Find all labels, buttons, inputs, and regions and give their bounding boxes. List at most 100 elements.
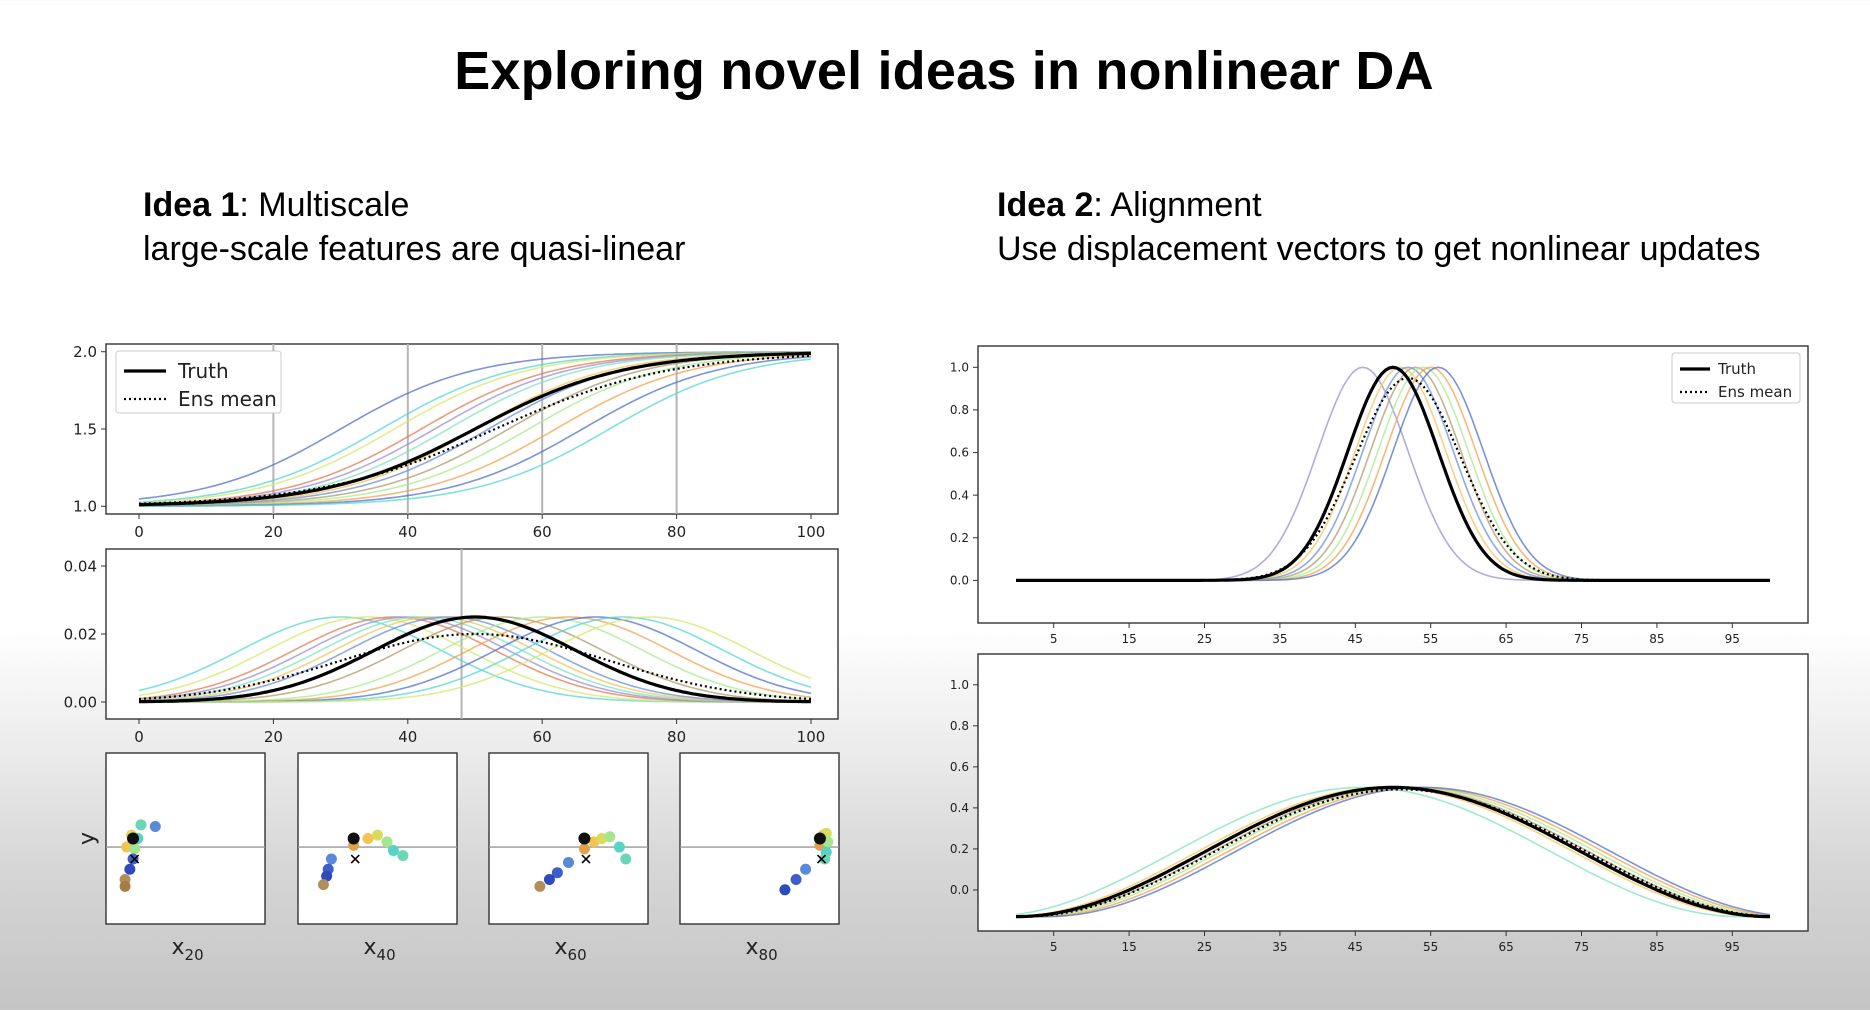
scatter-point	[604, 831, 616, 843]
idea-2-heading: Idea 2: Alignment Use displacement vecto…	[997, 183, 1761, 271]
scatter-point	[317, 879, 329, 891]
idea-1-label: Idea 1	[143, 186, 240, 224]
scatter-point	[534, 880, 546, 892]
truth-point	[813, 832, 826, 845]
x-tick-label: 65	[1498, 940, 1513, 954]
scatter-panel: x80	[679, 752, 840, 964]
x-tick-label: 20	[264, 523, 283, 541]
legend: Truth Ens mean	[1671, 352, 1801, 404]
y-tick-label: 1.0	[950, 361, 969, 375]
idea-2-name: : Alignment	[1093, 186, 1262, 224]
x-tick-label: 75	[1574, 940, 1589, 954]
scatter-point	[135, 819, 147, 831]
y-tick-label: 0.02	[64, 625, 97, 643]
scatter-point	[119, 880, 131, 892]
chart-left-top: 0 20 40 60 80 100 1.0 1.5 2.0 Truth Ens mean	[73, 343, 839, 541]
legend-label: Ens mean	[178, 387, 277, 411]
y-tick-label: 0.0	[950, 883, 969, 897]
x-tick-label: 5	[1050, 632, 1058, 646]
y-tick-label: 0.00	[64, 693, 97, 711]
idea-2-label: Idea 2	[997, 186, 1094, 224]
scatter-panel: x20	[105, 752, 266, 964]
idea-1-name: : Multiscale	[239, 186, 410, 224]
x-tick-label: 65	[1498, 632, 1513, 646]
x-tick-label: 35	[1272, 940, 1287, 954]
chart-right-top: 5 15 25 35 45 55 65 75 85 95 0.0 0.2 0.4 0.6 0.8 1.0 Tru…	[950, 345, 1809, 646]
scatter-x-label: x40	[364, 935, 396, 964]
y-tick-label: 0.2	[950, 531, 969, 545]
scatter-point	[124, 863, 136, 875]
truth-point	[578, 832, 591, 845]
x-tick-label: 20	[264, 728, 283, 746]
scatter-x-label-subscript: 60	[568, 946, 587, 964]
legend-label: Truth	[1717, 360, 1756, 378]
scatter-point	[362, 833, 374, 844]
scatter-point	[578, 843, 590, 855]
truth-line	[1016, 785, 1770, 919]
y-tick-label: 0.2	[950, 842, 969, 856]
x-tick-label: 45	[1348, 940, 1363, 954]
x-tick-label: 60	[533, 523, 552, 541]
x-tick-label: 40	[398, 523, 417, 541]
x-tick-label: 85	[1649, 632, 1664, 646]
scatter-x-label-subscript: 40	[377, 946, 396, 964]
x-tick-label: 75	[1574, 632, 1589, 646]
y-tick-label: 1.5	[73, 420, 97, 438]
scatter-point	[325, 853, 337, 865]
x-tick-label: 45	[1348, 632, 1363, 646]
scatter-panel: x40	[297, 752, 458, 964]
scatter-point	[321, 870, 333, 882]
scatter-point	[790, 874, 802, 886]
scatter-x-label-subscript: 80	[759, 946, 778, 964]
x-tick-label: 80	[667, 728, 686, 746]
ens-mean-line	[1016, 376, 1770, 582]
y-tick-label: 0.0	[950, 574, 969, 588]
x-tick-label: 25	[1197, 632, 1212, 646]
truth-line	[138, 615, 812, 704]
x-tick-label: 55	[1423, 940, 1438, 954]
mean-cross-marker	[581, 854, 591, 864]
scatter-point	[620, 853, 632, 865]
y-tick-label: 0.6	[950, 446, 969, 460]
scatter-point	[800, 863, 812, 875]
y-tick-label: 0.04	[64, 557, 97, 575]
x-tick-label: 95	[1725, 632, 1740, 646]
scatter-point	[129, 843, 141, 855]
x-tick-label: 0	[134, 523, 144, 541]
legend: Truth Ens mean	[115, 350, 282, 414]
x-tick-label: 35	[1272, 632, 1287, 646]
y-tick-label: 0.4	[950, 801, 969, 815]
ensemble-member-line	[1016, 786, 1771, 918]
chart-left-scatter: x20 x40 x60 x80 y	[75, 752, 840, 964]
y-tick-label: 0.6	[950, 760, 969, 774]
scatter-point	[387, 844, 399, 856]
scatter-point	[397, 850, 409, 862]
x-tick-label: 85	[1649, 940, 1664, 954]
ensemble-member-line	[138, 616, 811, 703]
truth-line	[139, 351, 811, 507]
x-tick-label: 5	[1050, 940, 1058, 954]
scatter-point	[543, 874, 555, 886]
ensemble-member-line	[139, 358, 812, 507]
scatter-x-label-subscript: 20	[185, 946, 204, 964]
idea-1-heading: Idea 1: Multiscale large-scale features …	[143, 183, 685, 271]
scatter-x-label: x80	[746, 935, 778, 964]
scatter-point	[779, 884, 791, 896]
ens-mean-line	[138, 354, 812, 505]
truth-point	[347, 832, 360, 845]
scatter-point	[381, 836, 393, 848]
scatter-y-label: y	[75, 832, 100, 845]
legend-box	[1671, 352, 1801, 404]
y-tick-label: 0.8	[950, 719, 969, 733]
scatter-frame	[679, 752, 840, 925]
y-tick-label: 0.8	[950, 403, 969, 417]
scatter-point	[551, 867, 563, 879]
x-tick-label: 15	[1121, 940, 1136, 954]
x-tick-label: 40	[398, 728, 417, 746]
legend-label: Ens mean	[1718, 383, 1792, 401]
y-tick-label: 0.4	[950, 488, 969, 502]
scatter-x-label: x20	[172, 935, 204, 964]
mean-cross-marker	[130, 854, 140, 864]
x-tick-label: 100	[797, 728, 826, 746]
